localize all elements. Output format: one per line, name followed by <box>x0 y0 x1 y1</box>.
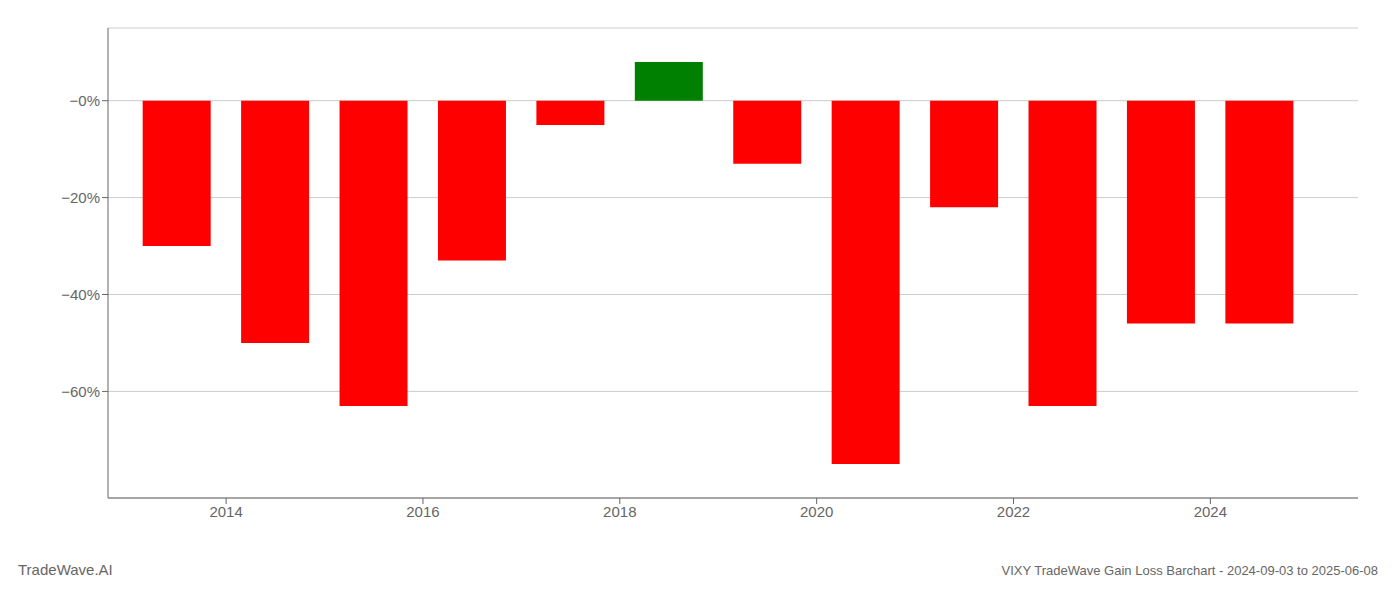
svg-text:2016: 2016 <box>406 503 439 520</box>
svg-text:2014: 2014 <box>209 503 242 520</box>
svg-text:−40%: −40% <box>61 286 100 303</box>
html-text:VIXY TradeWave Gain Loss Barch: VIXY TradeWave Gain Loss Barchart - 2024… <box>1001 563 1378 578</box>
svg-text:2024: 2024 <box>1194 503 1227 520</box>
svg-text:−0%: −0% <box>70 92 100 109</box>
svg-text:2020: 2020 <box>800 503 833 520</box>
html-text:TradeWave.AI: TradeWave.AI <box>18 561 113 578</box>
svg-text:−20%: −20% <box>61 189 100 206</box>
svg-text:−60%: −60% <box>61 383 100 400</box>
svg-text:2022: 2022 <box>997 503 1030 520</box>
svg-text:2018: 2018 <box>603 503 636 520</box>
